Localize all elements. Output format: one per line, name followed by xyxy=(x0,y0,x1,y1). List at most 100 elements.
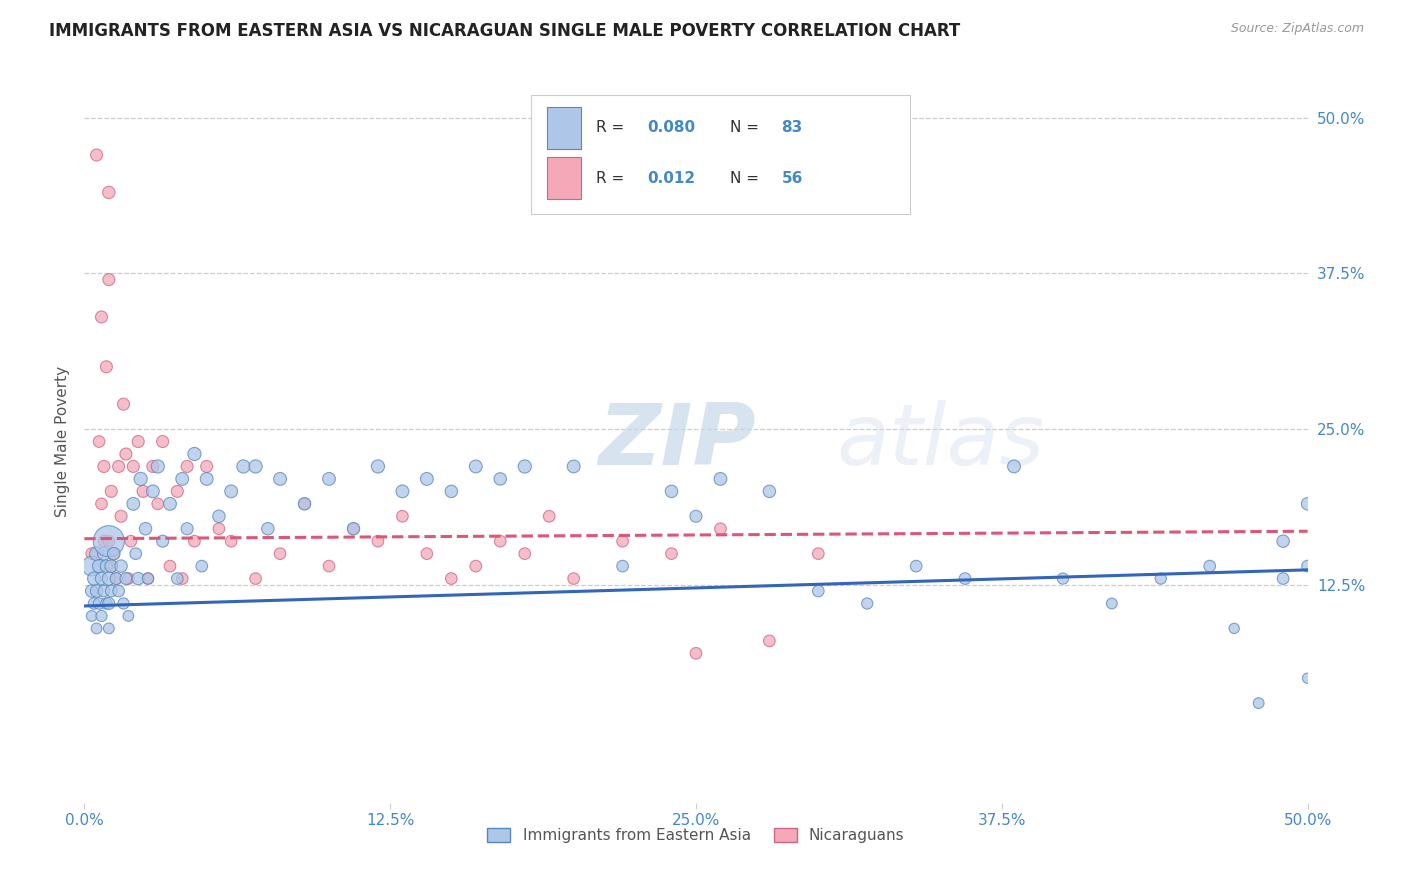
Point xyxy=(391,484,413,499)
Point xyxy=(183,447,205,461)
Point xyxy=(172,472,194,486)
Point xyxy=(96,597,118,611)
Point xyxy=(661,547,683,561)
Point xyxy=(117,609,139,624)
Point xyxy=(807,584,830,599)
Point xyxy=(269,472,291,486)
Point xyxy=(97,621,120,635)
Point xyxy=(538,509,561,524)
Point xyxy=(807,547,830,561)
Text: atlas: atlas xyxy=(837,400,1045,483)
Point xyxy=(1223,621,1246,635)
Point xyxy=(294,497,316,511)
Point xyxy=(219,534,242,549)
Point xyxy=(856,597,879,611)
Text: 56: 56 xyxy=(782,170,803,186)
Point xyxy=(127,572,149,586)
Text: 0.012: 0.012 xyxy=(647,170,695,186)
Point xyxy=(97,597,120,611)
Point xyxy=(758,633,780,648)
Point xyxy=(127,434,149,449)
Point xyxy=(245,572,267,586)
Point xyxy=(342,522,364,536)
Point xyxy=(110,559,132,574)
Point xyxy=(103,547,125,561)
Point xyxy=(80,584,103,599)
Point xyxy=(661,484,683,499)
Point xyxy=(464,559,486,574)
Point xyxy=(93,534,115,549)
Text: 83: 83 xyxy=(782,120,803,136)
Point xyxy=(953,572,976,586)
Point xyxy=(176,522,198,536)
Point xyxy=(107,459,129,474)
Point xyxy=(122,459,145,474)
Point xyxy=(208,522,231,536)
Point xyxy=(208,509,231,524)
Point xyxy=(245,459,267,474)
Point xyxy=(562,572,585,586)
Point xyxy=(122,497,145,511)
Point xyxy=(86,584,108,599)
Point xyxy=(1296,497,1319,511)
Point xyxy=(1247,696,1270,710)
Text: Source: ZipAtlas.com: Source: ZipAtlas.com xyxy=(1230,22,1364,36)
Point xyxy=(159,559,181,574)
Text: R =: R = xyxy=(596,170,634,186)
Point xyxy=(1272,534,1295,549)
Point xyxy=(685,646,707,660)
Point xyxy=(83,597,105,611)
Point xyxy=(100,559,122,574)
Point xyxy=(87,434,110,449)
Point xyxy=(176,459,198,474)
Point xyxy=(905,559,928,574)
Point xyxy=(90,609,112,624)
Point xyxy=(1101,597,1123,611)
Point xyxy=(120,534,142,549)
Point xyxy=(100,484,122,499)
Point xyxy=(97,534,120,549)
Point xyxy=(110,509,132,524)
Point xyxy=(80,547,103,561)
Point xyxy=(96,559,118,574)
Text: 0.080: 0.080 xyxy=(647,120,695,136)
Point xyxy=(100,584,122,599)
Point xyxy=(612,559,634,574)
Point xyxy=(464,459,486,474)
Point xyxy=(191,559,214,574)
Bar xyxy=(547,157,581,199)
Point xyxy=(709,522,731,536)
Point xyxy=(152,534,174,549)
Point xyxy=(1296,671,1319,685)
Point xyxy=(90,572,112,586)
Point xyxy=(318,472,340,486)
Point xyxy=(219,484,242,499)
Point xyxy=(115,572,138,586)
Point xyxy=(93,459,115,474)
Point xyxy=(1296,559,1319,574)
Point xyxy=(80,609,103,624)
Point xyxy=(86,148,108,162)
Bar xyxy=(547,107,581,149)
Text: R =: R = xyxy=(596,120,628,136)
Point xyxy=(87,597,110,611)
Point xyxy=(562,459,585,474)
Point xyxy=(318,559,340,574)
Point xyxy=(136,572,159,586)
Point xyxy=(97,186,120,200)
Point xyxy=(129,472,152,486)
Point xyxy=(232,459,254,474)
Point xyxy=(1272,572,1295,586)
Point xyxy=(440,572,463,586)
Point xyxy=(342,522,364,536)
Y-axis label: Single Male Poverty: Single Male Poverty xyxy=(55,366,70,517)
Point xyxy=(105,572,128,586)
Point xyxy=(117,572,139,586)
Point xyxy=(125,547,148,561)
Point xyxy=(97,572,120,586)
Point xyxy=(146,497,169,511)
Point xyxy=(115,447,138,461)
Text: N =: N = xyxy=(730,170,763,186)
Point xyxy=(103,547,125,561)
Point xyxy=(269,547,291,561)
